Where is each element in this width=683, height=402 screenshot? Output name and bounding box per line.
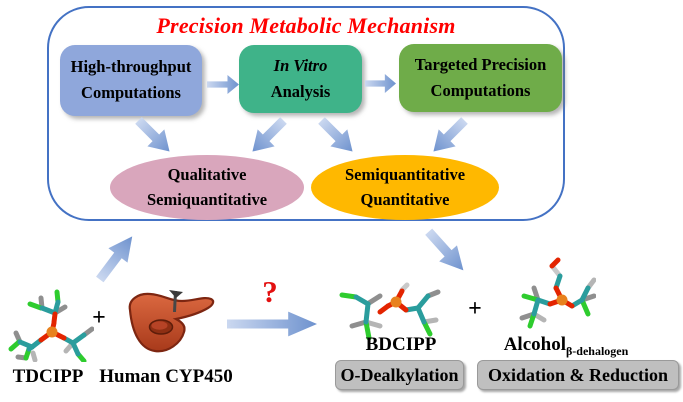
enzyme-label: Human CYP450 bbox=[99, 366, 233, 387]
flow-box-in-vitro: In Vitro Analysis bbox=[239, 45, 362, 113]
right-arrow-icon bbox=[207, 74, 239, 95]
pathway-tag-oxidation-reduction: Oxidation & Reduction bbox=[477, 360, 679, 390]
flow-box-line2: Computations bbox=[430, 80, 531, 100]
pathway-tag-text: Oxidation & Reduction bbox=[487, 364, 669, 385]
ellipse-line2: Quantitative bbox=[360, 190, 450, 209]
product2-label-subscript: β-dehalogen bbox=[565, 344, 629, 358]
ellipse-line1: Qualitative bbox=[167, 165, 247, 184]
pathway-tag-odealkylation: O-Dealkylation bbox=[335, 360, 464, 390]
flow-box-line1: In Vitro bbox=[273, 55, 328, 75]
down-right-arrow-icon bbox=[419, 223, 473, 279]
product1-label: BDCIPP bbox=[365, 334, 437, 355]
ellipse-line2: Semiquantitative bbox=[146, 190, 268, 209]
product2-label-main: Alcohol bbox=[503, 334, 566, 355]
liver-icon bbox=[128, 290, 215, 353]
pathway-tag-text: O-Dealkylation bbox=[340, 364, 459, 385]
right-arrow-icon bbox=[365, 73, 396, 94]
bdcipp-molecule bbox=[339, 282, 441, 341]
tdcipp-molecule bbox=[8, 289, 94, 362]
outcome-ellipse-quantitative: Semiquantitative Quantitative bbox=[311, 155, 499, 220]
outcome-ellipse-qualitative: Qualitative Semiquantitative bbox=[110, 155, 304, 220]
panel-title: Precision Metabolic Mechanism bbox=[156, 13, 456, 38]
product2-label: Alcoholβ-dehalogen bbox=[496, 334, 636, 359]
question-mark: ? bbox=[262, 274, 278, 309]
down-left-arrow-icon bbox=[243, 111, 292, 160]
ellipse-line1: Semiquantitative bbox=[344, 165, 466, 184]
substrate-label: TDCIPP bbox=[12, 366, 84, 387]
up-right-arrow-icon bbox=[89, 229, 142, 288]
plus-sign: + bbox=[468, 296, 482, 322]
down-left-arrow-icon bbox=[424, 111, 473, 160]
reaction-arrow-icon bbox=[227, 311, 317, 337]
plus-sign: + bbox=[92, 305, 106, 331]
flow-box-targeted-precision: Targeted Precision Computations bbox=[399, 44, 562, 112]
mechanism-panel: Precision Metabolic Mechanism High-throu… bbox=[47, 6, 565, 221]
down-right-arrow-icon bbox=[129, 111, 178, 160]
flow-box-line2: Analysis bbox=[270, 81, 331, 101]
alcohol-molecule bbox=[519, 257, 596, 329]
down-right-arrow-icon bbox=[312, 111, 361, 160]
flow-box-line1: High-throughput bbox=[70, 57, 192, 77]
flow-box-line2: Computations bbox=[81, 83, 181, 102]
flow-box-high-throughput: High-throughput Computations bbox=[60, 45, 202, 116]
flow-box-line1: Targeted Precision bbox=[414, 54, 547, 74]
